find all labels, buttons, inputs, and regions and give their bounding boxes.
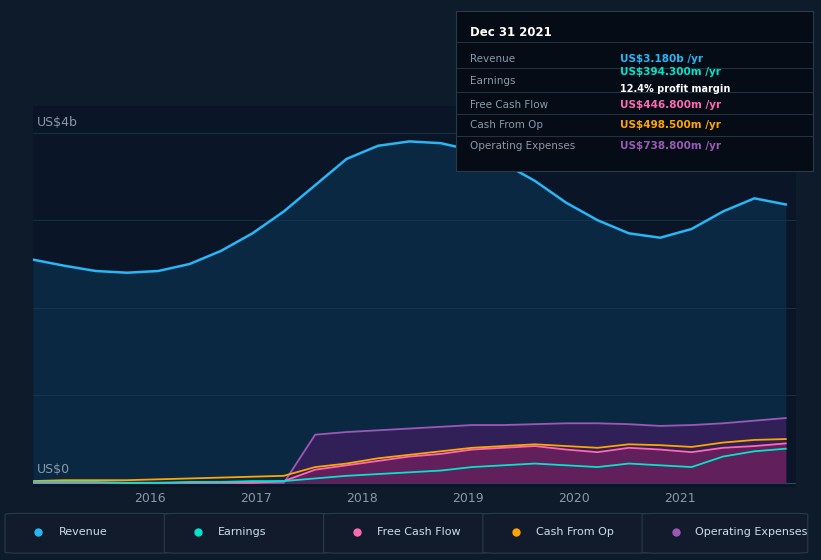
Text: Operating Expenses: Operating Expenses — [470, 141, 576, 151]
Text: Earnings: Earnings — [470, 76, 516, 86]
Text: Revenue: Revenue — [58, 527, 107, 537]
Text: US$0: US$0 — [37, 463, 70, 476]
Text: 12.4% profit margin: 12.4% profit margin — [620, 85, 731, 95]
Text: Earnings: Earnings — [218, 527, 266, 537]
FancyBboxPatch shape — [642, 514, 808, 553]
Text: Operating Expenses: Operating Expenses — [695, 527, 808, 537]
FancyBboxPatch shape — [5, 514, 171, 553]
Text: Free Cash Flow: Free Cash Flow — [377, 527, 461, 537]
Text: US$3.180b /yr: US$3.180b /yr — [620, 54, 703, 64]
FancyBboxPatch shape — [483, 514, 649, 553]
Text: US$738.800m /yr: US$738.800m /yr — [620, 141, 721, 151]
Text: Free Cash Flow: Free Cash Flow — [470, 100, 548, 110]
Text: US$446.800m /yr: US$446.800m /yr — [620, 100, 721, 110]
FancyBboxPatch shape — [164, 514, 330, 553]
Text: US$394.300m /yr: US$394.300m /yr — [620, 67, 721, 77]
Text: US$4b: US$4b — [37, 116, 77, 129]
Text: Cash From Op: Cash From Op — [470, 120, 543, 130]
Text: Revenue: Revenue — [470, 54, 515, 64]
Text: US$498.500m /yr: US$498.500m /yr — [620, 120, 721, 130]
FancyBboxPatch shape — [323, 514, 489, 553]
Text: Cash From Op: Cash From Op — [536, 527, 614, 537]
Text: Dec 31 2021: Dec 31 2021 — [470, 26, 552, 39]
